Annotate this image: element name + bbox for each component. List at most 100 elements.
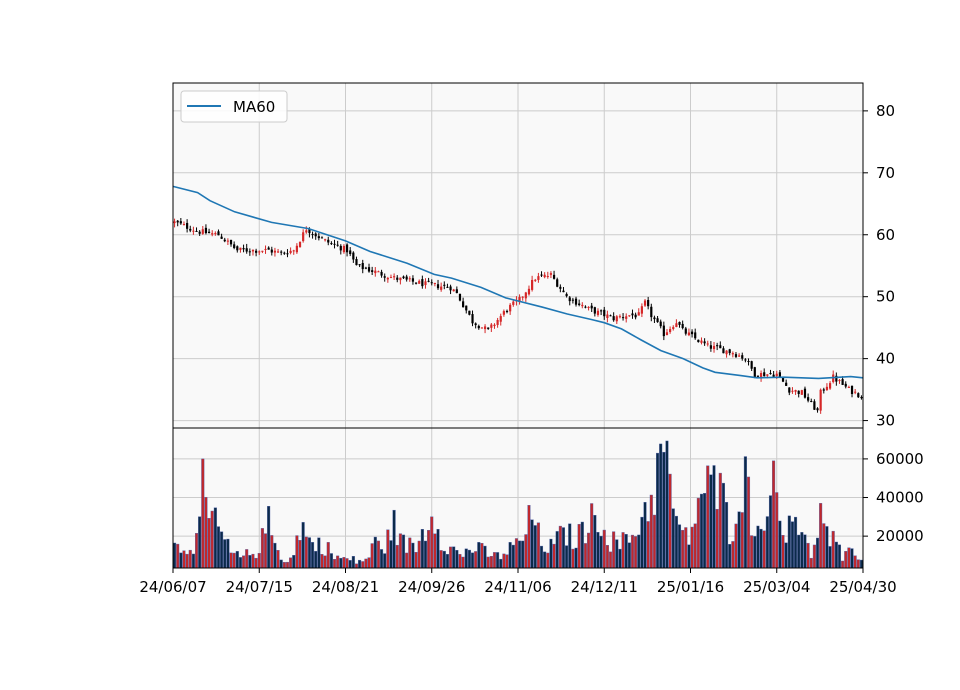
volume-bar: [408, 537, 412, 569]
price-tick-label: 40: [876, 350, 895, 368]
volume-bar: [474, 551, 478, 569]
candle-body: [637, 312, 640, 316]
candle-body: [302, 232, 305, 242]
volume-bar: [812, 544, 816, 569]
volume-bar: [527, 505, 531, 569]
candle-body: [650, 306, 653, 318]
volume-bar: [800, 532, 804, 569]
volume-bar: [768, 495, 772, 569]
candle-body: [176, 220, 179, 223]
volume-bar: [533, 525, 537, 569]
candle-body: [204, 227, 208, 234]
candle-body: [587, 306, 590, 308]
volume-bar: [339, 557, 343, 569]
volume-bar: [257, 553, 261, 569]
candle-body: [314, 233, 317, 237]
volume-bar: [859, 559, 863, 569]
volume-bar: [712, 465, 716, 569]
candle-body: [521, 296, 524, 298]
candle-body: [788, 387, 791, 393]
candles: [173, 217, 863, 414]
candle-body: [621, 317, 625, 319]
volume-bar: [307, 537, 311, 569]
volume-bars: [173, 440, 863, 569]
candle-body: [690, 331, 694, 335]
candle-body: [308, 228, 311, 234]
volume-axis: 20000 40000 60000: [863, 450, 924, 545]
volume-bar: [207, 518, 211, 569]
candle-body: [850, 385, 854, 395]
volume-bar: [674, 515, 678, 569]
volume-bar: [571, 548, 575, 569]
candle-body: [305, 230, 308, 233]
x-tick-label: 24/12/11: [571, 578, 638, 596]
volume-bar: [574, 547, 578, 569]
candle-body: [273, 250, 277, 253]
candle-body: [753, 367, 756, 377]
volume-bar: [596, 532, 600, 569]
candle-body: [402, 276, 405, 279]
candle-body: [408, 278, 411, 280]
volume-bar: [282, 562, 286, 569]
volume-bar: [593, 515, 597, 569]
volume-bar: [323, 555, 327, 569]
volume-bar: [345, 558, 349, 569]
candle-body: [465, 305, 468, 311]
volume-bar: [797, 534, 801, 569]
volume-bar: [195, 533, 199, 569]
volume-bar: [251, 553, 255, 569]
candle-body: [785, 382, 788, 386]
volume-bar: [784, 542, 788, 569]
candle-body: [480, 327, 484, 329]
volume-bar: [358, 559, 362, 569]
volume-bar: [781, 535, 785, 569]
candle-body: [828, 383, 832, 389]
candle-body: [267, 247, 270, 250]
volume-bar: [825, 526, 829, 569]
candle-body: [173, 221, 176, 224]
volume-bar: [348, 560, 352, 569]
candle-body: [333, 243, 336, 245]
volume-bar: [386, 529, 390, 569]
candle-body: [819, 389, 822, 411]
volume-bar: [298, 540, 302, 569]
x-tick-label: 24/11/06: [484, 578, 551, 596]
volume-bar: [389, 540, 393, 569]
candle-body: [813, 401, 816, 410]
volume-bar: [709, 474, 713, 569]
volume-bar: [524, 534, 528, 569]
x-tick-label: 25/01/16: [657, 578, 724, 596]
candle-body: [179, 221, 182, 224]
volume-bar: [552, 543, 556, 569]
candle-body: [684, 328, 687, 334]
candle-body: [559, 286, 562, 289]
volume-bar: [213, 507, 217, 569]
volume-bar: [279, 559, 283, 569]
volume-bar: [587, 532, 591, 569]
candle-body: [603, 309, 606, 317]
candle-body: [518, 296, 521, 302]
volume-bar: [728, 544, 732, 569]
volume-bar: [427, 530, 431, 569]
candle-body: [822, 389, 825, 391]
volume-bar: [402, 534, 406, 569]
candle-body: [324, 239, 327, 241]
ma-layer: [172, 185, 864, 380]
candle-body: [490, 324, 493, 328]
volume-bar: [665, 440, 669, 569]
volume-bar: [185, 553, 189, 569]
volume-bar: [489, 556, 493, 569]
candle-body: [568, 297, 571, 302]
candle-body: [496, 319, 499, 325]
volume-bar: [734, 523, 738, 569]
candle-body: [452, 289, 455, 292]
price-tick-label: 50: [876, 288, 895, 306]
volume-bar: [486, 556, 490, 569]
volume-bar: [605, 545, 609, 569]
volume-bar: [273, 542, 277, 569]
candle-body: [791, 390, 794, 392]
volume-bar: [747, 476, 751, 569]
volume-bar: [565, 545, 569, 569]
volume-bar: [449, 546, 453, 569]
candle-body: [339, 245, 342, 251]
